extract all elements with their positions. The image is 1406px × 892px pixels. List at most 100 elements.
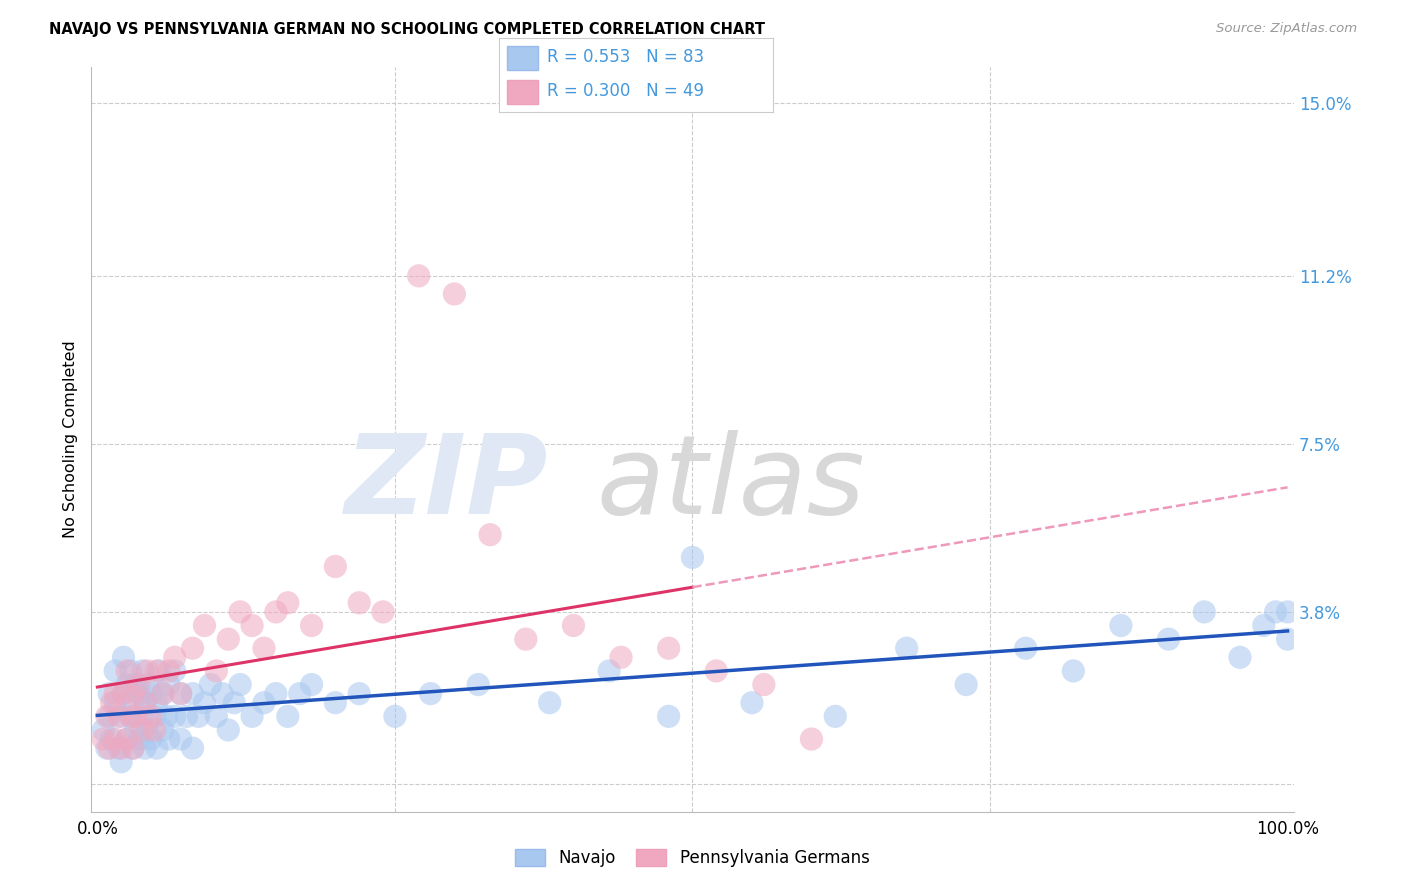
Point	[562, 618, 585, 632]
Point	[122, 687, 145, 701]
Point	[143, 723, 166, 737]
Point	[112, 687, 135, 701]
Point	[408, 268, 430, 283]
Legend: Navajo, Pennsylvania Germans: Navajo, Pennsylvania Germans	[509, 843, 876, 874]
Text: ZIP: ZIP	[344, 431, 548, 538]
Point	[704, 664, 727, 678]
Point	[752, 677, 775, 691]
Point	[824, 709, 846, 723]
Point	[134, 696, 156, 710]
Point	[288, 687, 311, 701]
Point	[384, 709, 406, 723]
Text: Source: ZipAtlas.com: Source: ZipAtlas.com	[1216, 22, 1357, 36]
Point	[96, 709, 118, 723]
Point	[443, 287, 465, 301]
Point	[124, 723, 146, 737]
Point	[187, 709, 209, 723]
Point	[146, 664, 169, 678]
Point	[120, 664, 142, 678]
Point	[169, 687, 191, 701]
Point	[169, 732, 191, 747]
Point	[152, 723, 174, 737]
Point	[104, 664, 127, 678]
Point	[229, 677, 252, 691]
Point	[240, 709, 263, 723]
Text: R = 0.300   N = 49: R = 0.300 N = 49	[547, 82, 704, 100]
Point	[136, 664, 159, 678]
Point	[176, 709, 198, 723]
Point	[658, 709, 681, 723]
Point	[104, 732, 127, 747]
Point	[205, 709, 228, 723]
Point	[1229, 650, 1251, 665]
Point	[325, 696, 347, 710]
Point	[610, 650, 633, 665]
Point	[98, 741, 121, 756]
Point	[157, 664, 180, 678]
Text: NAVAJO VS PENNSYLVANIA GERMAN NO SCHOOLING COMPLETED CORRELATION CHART: NAVAJO VS PENNSYLVANIA GERMAN NO SCHOOLI…	[49, 22, 765, 37]
Text: R = 0.553   N = 83: R = 0.553 N = 83	[547, 48, 704, 66]
Point	[163, 650, 186, 665]
Point	[104, 696, 127, 710]
Point	[264, 687, 287, 701]
Point	[139, 687, 162, 701]
Point	[110, 709, 132, 723]
Point	[515, 632, 537, 647]
Point	[157, 732, 180, 747]
Point	[277, 596, 299, 610]
Point	[115, 664, 138, 678]
Point	[98, 687, 121, 701]
Point	[115, 732, 138, 747]
Point	[325, 559, 347, 574]
Point	[91, 723, 114, 737]
Text: atlas: atlas	[596, 431, 865, 538]
Point	[110, 755, 132, 769]
Point	[122, 741, 145, 756]
Point	[419, 687, 441, 701]
Point	[347, 687, 370, 701]
Point	[253, 641, 276, 656]
Point	[193, 618, 215, 632]
Point	[1157, 632, 1180, 647]
Point	[143, 709, 166, 723]
Point	[100, 732, 122, 747]
Point	[146, 741, 169, 756]
Point	[682, 550, 704, 565]
Point	[91, 732, 114, 747]
Point	[122, 741, 145, 756]
Point	[224, 696, 246, 710]
Point	[467, 677, 489, 691]
Point	[120, 709, 142, 723]
Point	[169, 687, 191, 701]
Point	[104, 687, 127, 701]
Point	[107, 709, 129, 723]
Point	[658, 641, 681, 656]
Point	[136, 677, 159, 691]
Point	[128, 732, 150, 747]
Point	[538, 696, 561, 710]
Point	[253, 696, 276, 710]
Point	[181, 641, 204, 656]
Point	[229, 605, 252, 619]
FancyBboxPatch shape	[508, 45, 537, 70]
Point	[107, 741, 129, 756]
Point	[124, 709, 146, 723]
Point	[139, 709, 162, 723]
Point	[146, 696, 169, 710]
Point	[205, 664, 228, 678]
Point	[163, 664, 186, 678]
Point	[347, 596, 370, 610]
Point	[200, 677, 222, 691]
Point	[1277, 605, 1299, 619]
Point	[112, 650, 135, 665]
Point	[896, 641, 918, 656]
Point	[955, 677, 977, 691]
Point	[124, 677, 146, 691]
Point	[479, 527, 502, 541]
Point	[122, 696, 145, 710]
Point	[134, 696, 156, 710]
Point	[131, 723, 153, 737]
Point	[115, 732, 138, 747]
Point	[100, 696, 122, 710]
Point	[163, 709, 186, 723]
